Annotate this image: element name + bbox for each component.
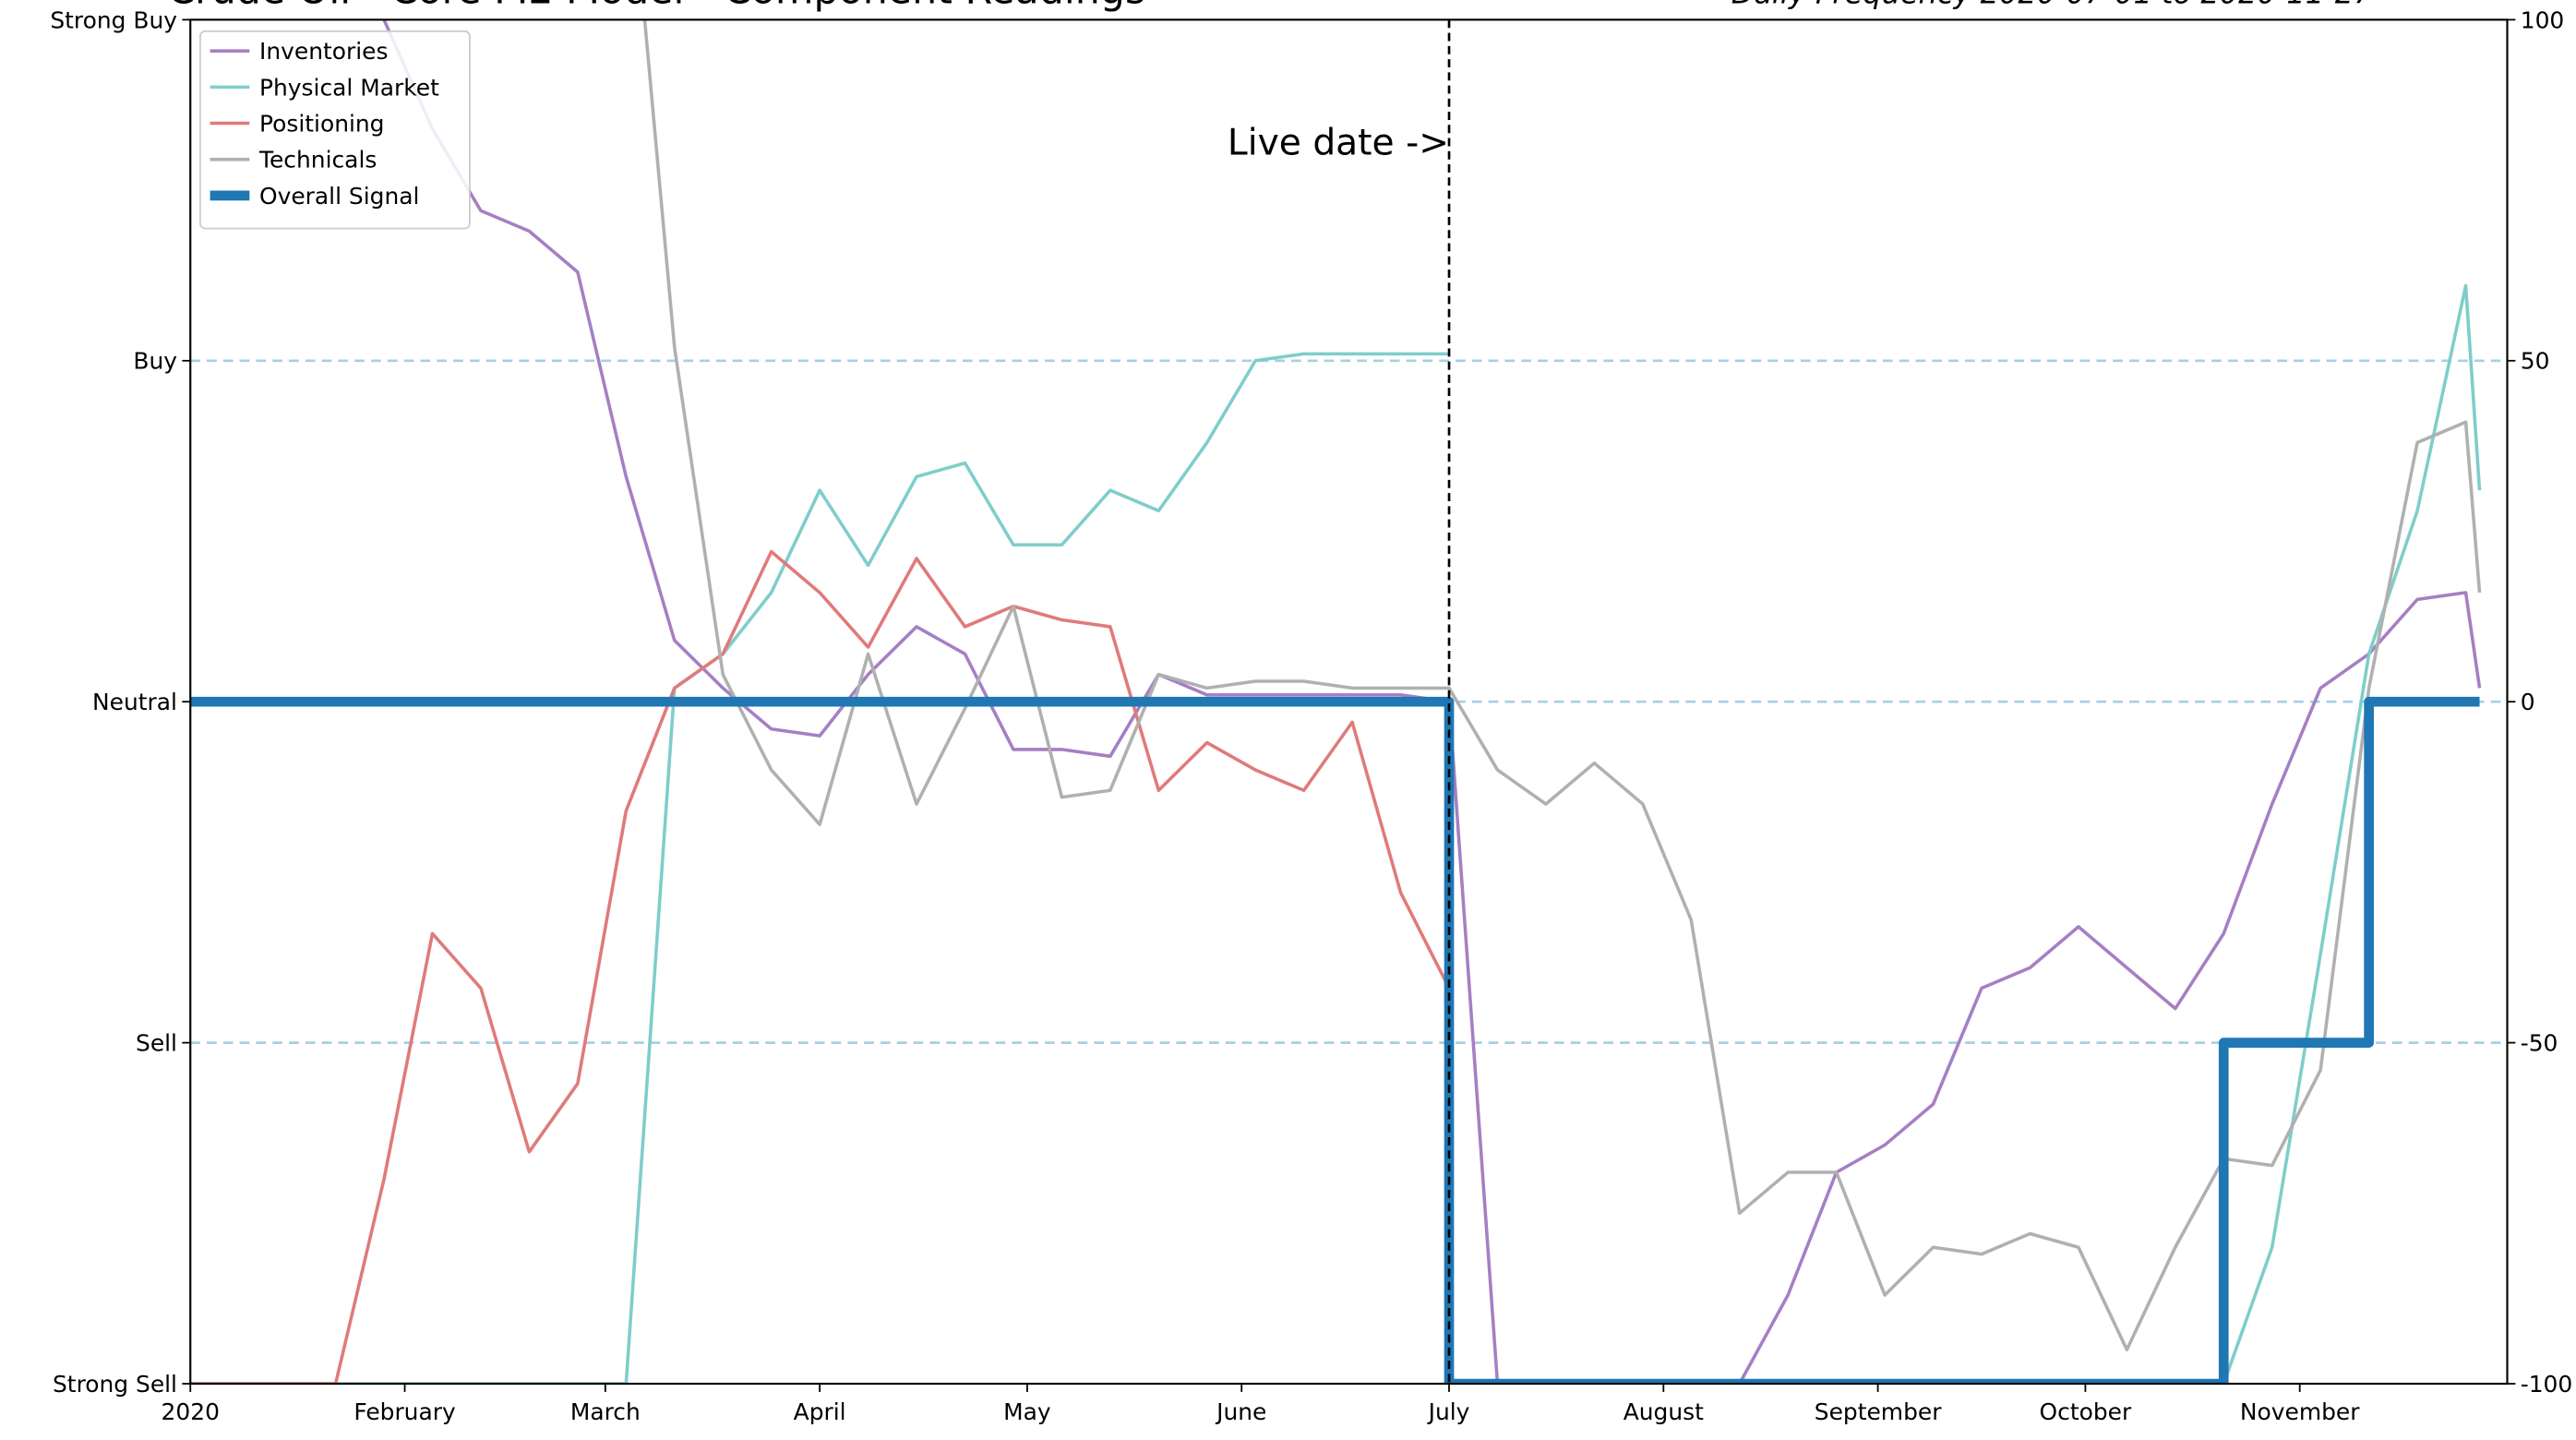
annotation-text: Live date -> [1228,122,1449,163]
x-tick-label: June [1215,1398,1266,1425]
series-line [190,696,2480,1385]
y-tick-label: Buy [133,348,177,375]
plot-frame [189,18,2509,1386]
y-tick-label: Sell [136,1030,177,1057]
plot-lines [190,19,2482,1385]
x-tick-label: February [353,1398,455,1425]
legend-label: Overall Signal [259,183,419,210]
legend: Inventories Physical Market Positioning Tec… [199,30,471,230]
legend-label: Technicals [258,147,377,174]
chart-title: Crude Oil - Core FI2 Model - Component R… [167,0,1145,14]
legend-label: Physical Market [259,74,439,101]
x-tick-label: April [794,1398,846,1425]
y-tick-label: Neutral [92,689,177,715]
series-line [381,19,2482,1385]
x-tick-label: November [2240,1398,2360,1425]
y-tick-label: Strong Buy [50,6,177,33]
chart-subtitle: Daily Frequency 2020-07-01 to 2020-11-27 [1731,0,2373,11]
series-line [190,283,2482,1385]
x-tick-label: 2020 [162,1398,220,1425]
x-tick-label: August [1623,1398,1704,1425]
x-tick-label: July [1427,1398,1470,1425]
legend-label: Positioning [259,110,385,137]
y2-tick-label: 0 [2521,689,2535,715]
x-tick-label: September [1815,1398,1942,1425]
y2-tick-label: 50 [2521,348,2550,375]
series-line [642,19,2482,1351]
x-tick-label: October [2040,1398,2132,1425]
y2-tick-label: -50 [2521,1030,2558,1057]
legend-box [199,30,471,230]
y-tick-label: Strong Sell [53,1371,177,1398]
y2-tick-label: 100 [2521,6,2565,33]
x-tick-label: March [570,1398,641,1425]
legend-label: Inventories [259,38,388,65]
x-tick-label: May [1003,1398,1050,1425]
series-line [190,549,1451,1385]
y2-tick-label: -100 [2521,1371,2573,1398]
